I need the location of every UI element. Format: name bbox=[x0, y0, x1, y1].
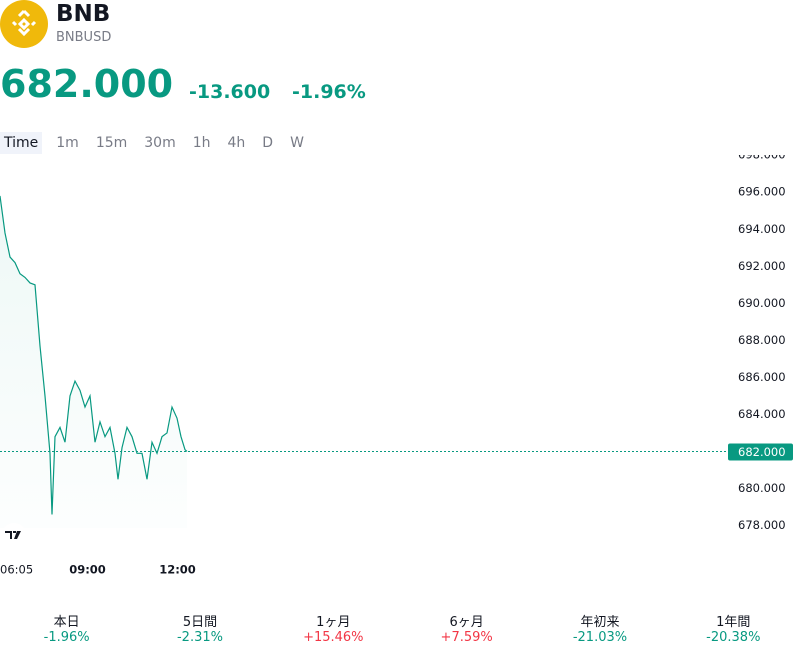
change-percent: -1.96% bbox=[292, 81, 366, 103]
change: -13.600 bbox=[189, 81, 271, 103]
period-value: -20.38% bbox=[706, 630, 761, 645]
x-tick-label: 09:00 bbox=[69, 563, 106, 577]
title: BNB bbox=[56, 1, 111, 27]
tv-logo bbox=[1, 523, 27, 549]
periods: 本日 -1.96% 5日間 -2.31% 1ヶ月 +15.46% 6ヶ月 +7.59% 年初来 -… bbox=[0, 611, 800, 645]
period: 6ヶ月 +7.59% bbox=[400, 611, 533, 645]
x-tick-label: 12:00 bbox=[159, 563, 196, 577]
period-name: 1ヶ月 bbox=[316, 615, 351, 630]
period: 年初来 -21.03% bbox=[533, 611, 666, 645]
tab[interactable]: W bbox=[290, 135, 304, 151]
y-tick-label: 684.000 bbox=[738, 407, 786, 421]
y-tick-label: 678.000 bbox=[738, 518, 786, 532]
tab[interactable]: 15m bbox=[95, 135, 128, 151]
y-tick-label: 680.000 bbox=[738, 481, 786, 495]
period-value: -21.03% bbox=[572, 630, 628, 645]
price: 682.000 bbox=[0, 62, 174, 106]
tab[interactable]: Time bbox=[0, 132, 43, 154]
tab[interactable]: 4h bbox=[227, 135, 246, 151]
period-name: 5日間 bbox=[182, 615, 218, 630]
period-name: 年初来 bbox=[580, 615, 620, 630]
y-tick-label: 690.000 bbox=[738, 296, 786, 310]
y-tick-label: 688.000 bbox=[738, 333, 786, 347]
subtitle: BNBUSD bbox=[56, 30, 112, 45]
period: 1ヶ月 +15.46% bbox=[267, 611, 400, 645]
period-value: -2.31% bbox=[176, 630, 223, 645]
period-value: -1.96% bbox=[43, 630, 90, 645]
tab[interactable]: 1m bbox=[56, 135, 79, 151]
tab[interactable]: D bbox=[262, 135, 274, 151]
period-name: 1年間 bbox=[716, 615, 751, 630]
period-name: 本日 bbox=[53, 615, 80, 630]
last-price-label: 682.000 bbox=[738, 445, 786, 459]
period: 5日間 -2.31% bbox=[133, 611, 266, 645]
period-name: 6ヶ月 bbox=[449, 615, 484, 630]
price-line bbox=[0, 195, 188, 515]
tab[interactable]: 1h bbox=[192, 135, 211, 151]
tab[interactable]: 30m bbox=[144, 135, 176, 151]
chart: 678.000 680.000 682.000 684.000 686.000 688.0… bbox=[0, 155, 793, 577]
period: 本日 -1.96% bbox=[0, 611, 133, 645]
y-tick-label: 694.000 bbox=[738, 222, 786, 236]
period-value: +15.46% bbox=[303, 630, 364, 645]
period-value: +7.59% bbox=[440, 630, 493, 645]
y-tick-label: 692.000 bbox=[738, 259, 786, 273]
area bbox=[0, 195, 187, 528]
y-tick-label: 696.000 bbox=[738, 185, 786, 199]
x-tick-label: 06:05 bbox=[0, 563, 33, 577]
tabs: Time 1m 15m 30m 1h 4h D W bbox=[0, 132, 321, 154]
last-price-box bbox=[728, 443, 793, 461]
y-tick-label: 698.000 bbox=[738, 155, 786, 162]
y-tick-label: 686.000 bbox=[738, 370, 786, 384]
logo bbox=[0, 0, 48, 48]
period: 1年間 -20.38% bbox=[667, 611, 800, 645]
